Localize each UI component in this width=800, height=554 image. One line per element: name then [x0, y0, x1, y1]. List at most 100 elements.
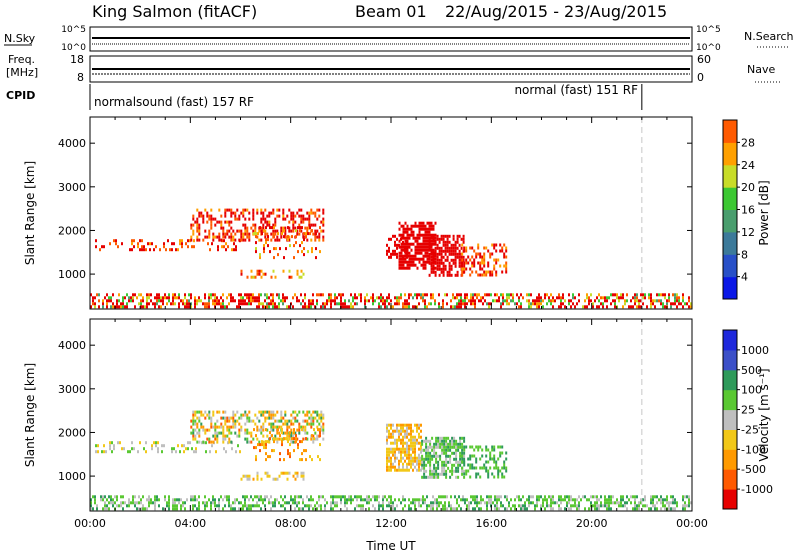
- range-gate-cell: [264, 220, 267, 224]
- range-gate-cell: [634, 495, 636, 499]
- range-gate-cell: [406, 302, 408, 306]
- range-gate-cell: [208, 410, 211, 414]
- range-gate-cell: [308, 214, 311, 218]
- range-gate-cell: [220, 223, 223, 227]
- range-gate-cell: [469, 454, 472, 458]
- range-gate-cell: [505, 466, 508, 470]
- range-gate-cell: [404, 221, 407, 225]
- range-gate-cell: [482, 498, 484, 502]
- range-gate-cell: [260, 428, 263, 432]
- range-gate-cell: [230, 440, 233, 444]
- range-gate-cell: [348, 495, 350, 499]
- range-gate-cell: [568, 495, 570, 499]
- range-gate-cell: [588, 507, 590, 511]
- range-gate-cell: [272, 416, 275, 420]
- range-gate-cell: [441, 466, 444, 470]
- range-gate-cell: [487, 460, 490, 464]
- range-gate-cell: [242, 507, 244, 511]
- range-gate-cell: [257, 443, 259, 447]
- range-gate-cell: [400, 456, 402, 460]
- range-gate-cell: [402, 233, 405, 237]
- range-gate-cell: [432, 234, 435, 238]
- range-gate-cell: [453, 463, 456, 467]
- range-gate-cell: [154, 305, 156, 309]
- range-gate-cell: [441, 451, 444, 455]
- range-gate-cell: [280, 425, 283, 429]
- range-gate-cell: [406, 432, 408, 436]
- range-gate-cell: [220, 214, 223, 218]
- range-gate-cell: [330, 305, 332, 309]
- range-gate-cell: [218, 299, 220, 303]
- range-gate-cell: [441, 442, 444, 446]
- range-gate-cell: [198, 431, 201, 435]
- range-gate-cell: [180, 299, 182, 303]
- range-gate-cell: [602, 305, 604, 309]
- range-gate-cell: [258, 238, 261, 242]
- range-gate-cell: [472, 507, 474, 511]
- range-gate-cell: [102, 498, 104, 502]
- range-gate-cell: [264, 410, 267, 414]
- range-gate-cell: [103, 444, 105, 448]
- range-gate-cell: [432, 495, 434, 499]
- range-gate-cell: [258, 504, 260, 508]
- range-gate-cell: [206, 504, 208, 508]
- range-gate-cell: [443, 448, 446, 452]
- range-gate-cell: [463, 460, 466, 464]
- range-gate-cell: [138, 501, 140, 505]
- range-gate-cell: [246, 507, 248, 511]
- colorbar-swatch: [723, 330, 737, 351]
- range-gate-cell: [578, 293, 580, 297]
- range-gate-cell: [252, 498, 254, 502]
- range-gate-cell: [636, 305, 638, 309]
- colorbar-swatch: [723, 187, 737, 210]
- range-gate-cell: [256, 495, 258, 499]
- range-gate-cell: [412, 468, 414, 472]
- range-gate-cell: [652, 495, 654, 499]
- range-gate-cell: [227, 245, 229, 249]
- range-gate-cell: [429, 454, 432, 458]
- range-gate-cell: [676, 299, 678, 303]
- range-gate-cell: [456, 270, 459, 274]
- range-gate-cell: [501, 246, 504, 250]
- range-gate-cell: [220, 305, 222, 309]
- range-gate-cell: [435, 475, 438, 479]
- range-gate-cell: [434, 273, 437, 277]
- range-gate-cell: [162, 507, 164, 511]
- range-gate-cell: [192, 416, 195, 420]
- range-gate-cell: [98, 299, 100, 303]
- range-gate-cell: [606, 498, 608, 502]
- range-gate-cell: [248, 477, 251, 481]
- range-gate-cell: [252, 214, 255, 218]
- range-gate-cell: [662, 501, 664, 505]
- range-gate-cell: [489, 451, 492, 455]
- range-gate-cell: [354, 507, 356, 511]
- range-gate-cell: [350, 495, 352, 499]
- range-gate-cell: [278, 501, 280, 505]
- range-gate-cell: [274, 501, 276, 505]
- range-gate-cell: [484, 501, 486, 505]
- range-gate-cell: [284, 422, 287, 426]
- range-gate-cell: [97, 450, 99, 454]
- range-gate-cell: [414, 435, 416, 439]
- range-gate-cell: [134, 495, 136, 499]
- range-gate-cell: [578, 504, 580, 508]
- range-gate-cell: [95, 444, 97, 448]
- range-gate-cell: [222, 232, 225, 236]
- range-gate-cell: [444, 234, 447, 238]
- range-gate-cell: [342, 305, 344, 309]
- range-gate-cell: [228, 495, 230, 499]
- range-gate-cell: [204, 507, 206, 511]
- range-gate-cell: [514, 504, 516, 508]
- range-gate-cell: [414, 251, 417, 255]
- range-gate-cell: [272, 501, 274, 505]
- range-gate-cell: [656, 501, 658, 505]
- range-gate-cell: [267, 440, 269, 444]
- range-gate-cell: [244, 238, 247, 242]
- range-gate-cell: [110, 296, 112, 300]
- range-gate-cell: [298, 410, 301, 414]
- range-gate-cell: [596, 305, 598, 309]
- range-gate-cell: [516, 293, 518, 297]
- range-gate-cell: [96, 293, 98, 297]
- range-gate-cell: [456, 234, 459, 238]
- range-gate-cell: [288, 434, 291, 438]
